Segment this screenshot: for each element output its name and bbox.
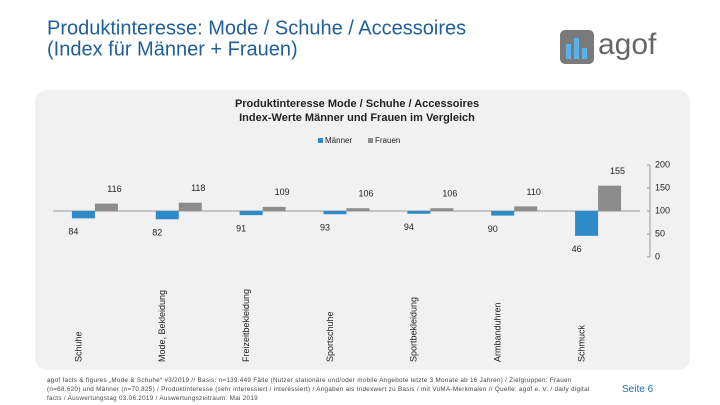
bar — [491, 211, 515, 216]
bar — [155, 211, 179, 220]
value-label: 118 — [191, 183, 205, 193]
page-number: Seite 6 — [622, 384, 654, 395]
x-tick-label: Schuhe — [73, 331, 83, 362]
plot: 0 50 100 150 200 Männer Frauen Schuhe 84 116 Mode,… — [53, 136, 670, 362]
value-label: 106 — [442, 189, 457, 199]
value-label: 94 — [404, 222, 414, 232]
bar — [262, 206, 286, 211]
logo-bar — [574, 38, 579, 59]
x-tick-label: Freizeitbekleidung — [241, 289, 251, 362]
value-label: 110 — [527, 187, 541, 197]
x-tick-label: Sportbekleidung — [409, 297, 419, 362]
bar — [514, 206, 538, 211]
value-label: 106 — [358, 189, 373, 199]
value-label: 84 — [68, 227, 78, 237]
legend-label: Frauen — [375, 136, 400, 145]
bar — [178, 202, 202, 211]
y-tick-label: 50 — [655, 228, 665, 238]
bar — [94, 203, 118, 211]
bar — [346, 208, 370, 211]
y-tick-label: 0 — [655, 251, 660, 261]
value-label: 90 — [488, 224, 498, 234]
y-tick-label: 200 — [655, 159, 670, 169]
slide-title: (Index für Männer + Frauen) — [47, 38, 298, 60]
chart-title: Index-Werte Männer und Frauen im Verglei… — [239, 112, 475, 124]
logo-bar — [582, 48, 587, 59]
x-tick-label: Schmuck — [576, 324, 586, 362]
value-label: 82 — [152, 228, 162, 238]
y-tick-label: 100 — [655, 205, 670, 215]
value-label: 91 — [236, 224, 246, 234]
value-label: 93 — [320, 223, 330, 233]
bar — [407, 211, 431, 214]
legend-label: Männer — [325, 136, 352, 145]
legend-swatch — [318, 138, 323, 143]
logo-text: agof — [598, 28, 657, 61]
value-label: 46 — [572, 244, 582, 254]
value-label: 109 — [275, 187, 290, 197]
chart-panel — [35, 90, 690, 370]
bar — [239, 211, 263, 216]
footnote: agof facts & figures „Mode & Schuhe“ #3/… — [47, 377, 590, 402]
value-label: 116 — [107, 184, 121, 194]
x-tick-label: Sportschuhe — [325, 311, 335, 362]
bar — [575, 211, 599, 236]
value-label: 155 — [610, 166, 625, 176]
legend-swatch — [368, 138, 373, 143]
bar — [71, 211, 95, 219]
bar — [430, 208, 454, 211]
bar — [598, 185, 622, 211]
slide-title: Produktinteresse: Mode / Schuhe / Access… — [47, 17, 466, 39]
x-tick-label: Armbanduhren — [493, 302, 503, 362]
logo-bar — [566, 44, 571, 59]
bar — [323, 211, 347, 215]
y-tick-label: 150 — [655, 182, 670, 192]
chart-title: Produktinteresse Mode / Schuhe / Accesso… — [235, 98, 479, 110]
x-tick-label: Mode, Bekleidung — [157, 290, 167, 362]
